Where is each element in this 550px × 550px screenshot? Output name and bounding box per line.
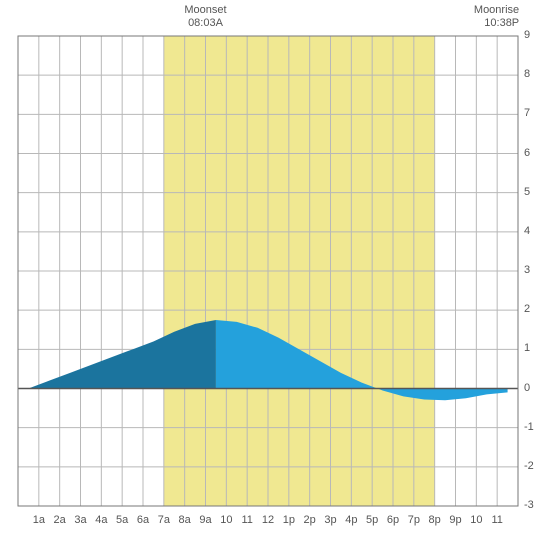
ytick-label: 8 — [524, 68, 544, 80]
ytick-label: 7 — [524, 107, 544, 119]
xtick-label: 2a — [50, 514, 70, 526]
xtick-label: 11 — [237, 514, 257, 526]
ytick-label: -1 — [524, 421, 544, 433]
xtick-label: 10 — [466, 514, 486, 526]
xtick-label: 3a — [71, 514, 91, 526]
xtick-label: 4p — [341, 514, 361, 526]
xtick-label: 9a — [196, 514, 216, 526]
xtick-label: 1p — [279, 514, 299, 526]
xtick-label: 1a — [29, 514, 49, 526]
xtick-label: 6p — [383, 514, 403, 526]
xtick-label: 10 — [216, 514, 236, 526]
ytick-label: 1 — [524, 342, 544, 354]
xtick-label: 7a — [154, 514, 174, 526]
xtick-label: 9p — [446, 514, 466, 526]
xtick-label: 6a — [133, 514, 153, 526]
ytick-label: -3 — [524, 499, 544, 511]
ytick-label: -2 — [524, 460, 544, 472]
xtick-label: 4a — [91, 514, 111, 526]
xtick-label: 12 — [258, 514, 278, 526]
xtick-label: 8a — [175, 514, 195, 526]
ytick-label: 4 — [524, 225, 544, 237]
ytick-label: 2 — [524, 303, 544, 315]
ytick-label: 5 — [524, 186, 544, 198]
xtick-label: 5a — [112, 514, 132, 526]
chart-svg — [0, 0, 550, 550]
xtick-label: 5p — [362, 514, 382, 526]
xtick-label: 3p — [321, 514, 341, 526]
ytick-label: 3 — [524, 264, 544, 276]
ytick-label: 0 — [524, 382, 544, 394]
ytick-label: 6 — [524, 147, 544, 159]
xtick-label: 2p — [300, 514, 320, 526]
xtick-label: 8p — [425, 514, 445, 526]
tide-moon-chart: { "chart":{ "type":"area", "width":550,"… — [0, 0, 550, 550]
xtick-label: 11 — [487, 514, 507, 526]
ytick-label: 9 — [524, 29, 544, 41]
xtick-label: 7p — [404, 514, 424, 526]
